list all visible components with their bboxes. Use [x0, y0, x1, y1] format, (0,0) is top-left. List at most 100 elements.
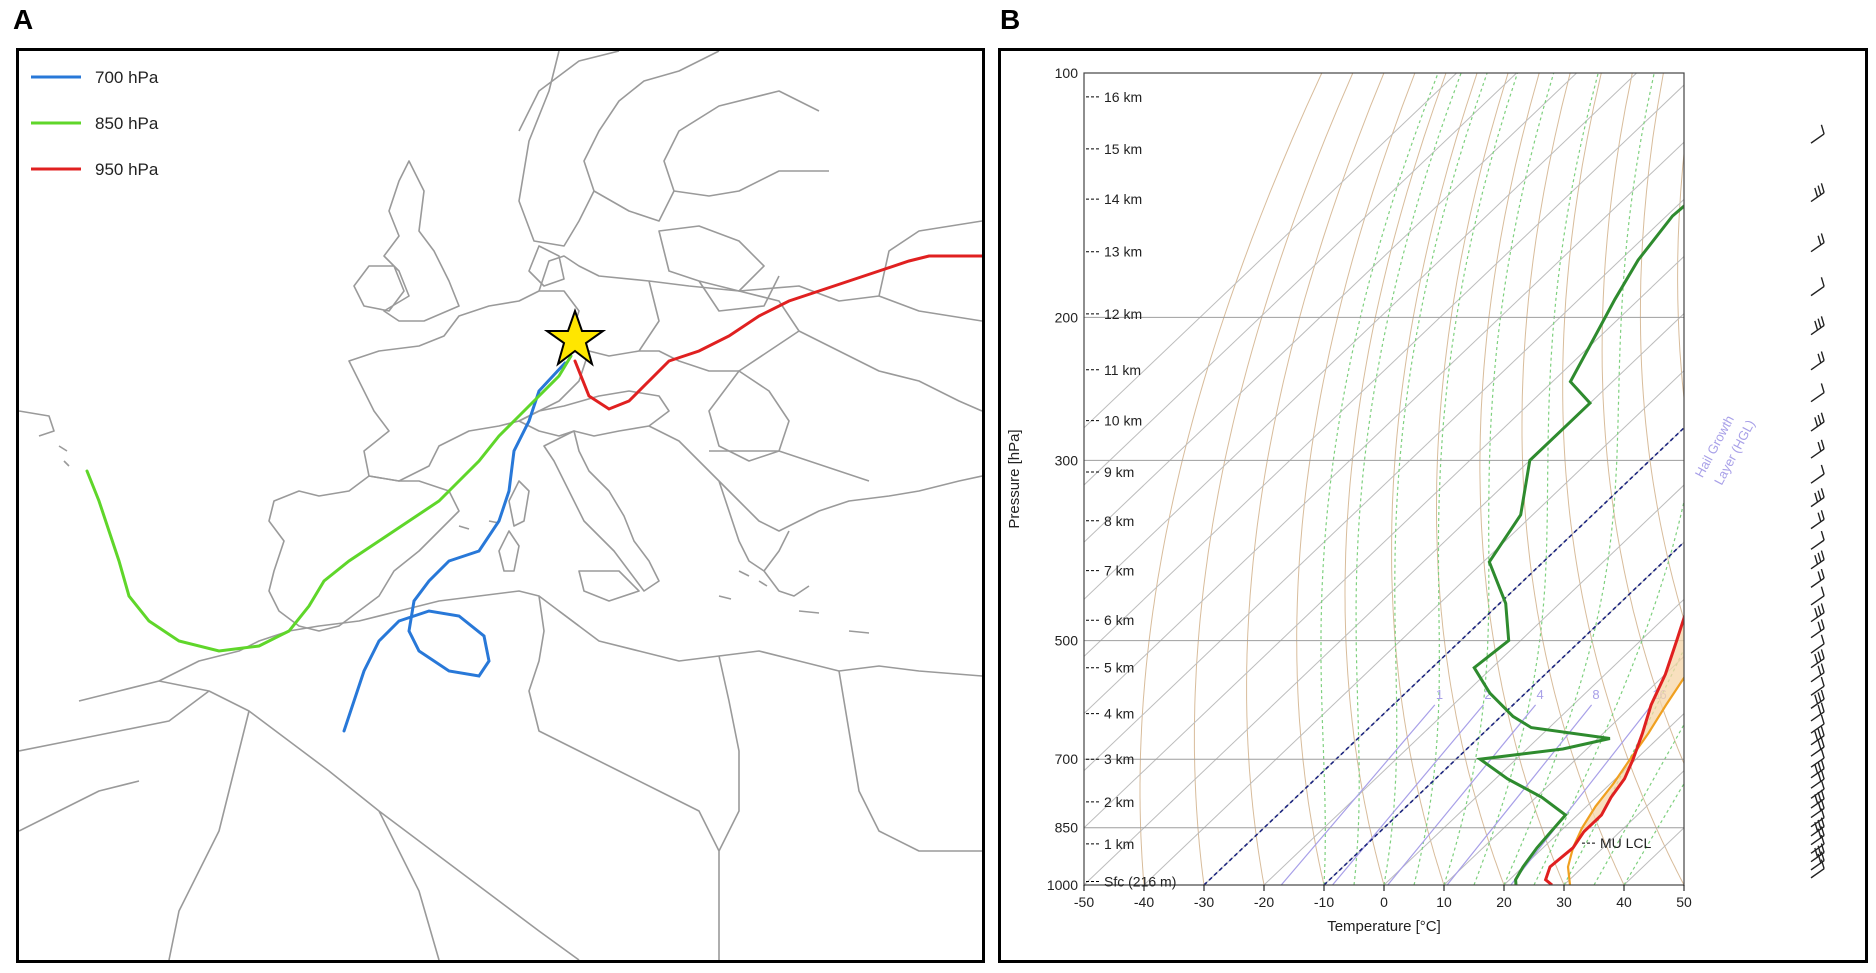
isotherm	[1084, 73, 1517, 486]
dry-adiabat	[1677, 148, 1684, 403]
hgl-isotherm	[1323, 541, 1684, 885]
parcel-line	[1566, 675, 1684, 885]
trajectory-legend: 700 hPa 850 hPa 950 hPa	[31, 68, 159, 179]
wind-barb	[1810, 412, 1825, 432]
isotherm	[1503, 712, 1684, 885]
wind-barb	[1810, 779, 1825, 799]
moist-adiabat	[1473, 73, 1599, 885]
wind-barb	[1810, 748, 1825, 768]
wind-barb	[1810, 689, 1825, 709]
pressure-tick-label: 200	[1055, 309, 1079, 325]
mixing-ratio-label: 1	[1436, 687, 1443, 702]
x-tick-label: 0	[1380, 894, 1388, 910]
x-tick-label: 30	[1556, 894, 1572, 910]
x-tick-label: -40	[1134, 894, 1154, 910]
wind-barb	[1810, 351, 1825, 371]
wind-barbs	[1810, 124, 1825, 879]
wind-barb	[1810, 649, 1825, 669]
wind-barb	[1810, 634, 1825, 654]
dry-adiabat	[1749, 73, 1865, 902]
wind-barb	[1810, 464, 1825, 484]
wind-barb	[1810, 714, 1825, 734]
height-label: 9 km	[1104, 464, 1134, 480]
x-axis-label: Temperature [°C]	[1327, 918, 1441, 935]
wind-barb	[1810, 726, 1825, 746]
wind-barb	[1810, 737, 1825, 757]
height-label: 15 km	[1104, 141, 1142, 157]
height-label: 13 km	[1104, 244, 1142, 260]
country-borders	[19, 51, 982, 960]
skew-t-panel: 124816 -50-40-30-20-1001020304050Tempera…	[998, 48, 1868, 963]
isotherm	[1084, 198, 1684, 772]
height-label: 2 km	[1104, 794, 1134, 810]
height-label: 11 km	[1104, 362, 1141, 378]
wind-barb	[1810, 619, 1825, 639]
dry-adiabat	[1139, 73, 1323, 885]
dry-adiabat	[1849, 73, 1865, 902]
moist-adiabat	[1593, 723, 1684, 885]
x-tick-label: 20	[1496, 894, 1512, 910]
height-label: 12 km	[1104, 306, 1142, 322]
pressure-tick-label: 850	[1055, 820, 1079, 836]
wind-barb	[1810, 510, 1825, 530]
mixing-ratio-line	[1280, 704, 1436, 885]
panel-a-letter: A	[13, 4, 34, 35]
trajectory-map: 700 hPa 850 hPa 950 hPa	[19, 51, 982, 960]
wind-barb	[1810, 277, 1825, 297]
pressure-tick-label: 300	[1055, 452, 1079, 468]
dry-adiabat	[1344, 73, 1447, 885]
wind-barb	[1810, 439, 1825, 459]
height-label: Sfc (216 m)	[1104, 873, 1176, 889]
legend-label-2: 950 hPa	[95, 160, 159, 179]
dry-adiabat	[1479, 73, 1565, 885]
wind-barb	[1810, 663, 1825, 683]
wind-barb	[1810, 550, 1825, 570]
isotherm	[1084, 73, 1457, 429]
mixing-ratio-line	[1332, 704, 1484, 885]
height-label: 4 km	[1104, 706, 1134, 722]
height-label: 14 km	[1104, 191, 1142, 207]
x-tick-label: 40	[1616, 894, 1632, 910]
wind-barb	[1810, 851, 1825, 871]
dry-adiabat	[1391, 73, 1478, 885]
wind-barb	[1810, 586, 1825, 606]
pressure-tick-label: 500	[1055, 633, 1079, 649]
legend-label-1: 850 hPa	[95, 114, 159, 133]
mixing-ratio-label: 2	[1484, 687, 1491, 702]
wind-barb	[1810, 603, 1825, 623]
x-tick-label: 50	[1676, 894, 1692, 910]
isotherm	[1323, 541, 1684, 885]
y-axis-label: Pressure [hPa]	[1006, 429, 1023, 528]
trajectory-850hpa-line	[85, 354, 573, 653]
dry-adiabat	[1639, 73, 1684, 622]
mixing-ratio-label: 8	[1592, 687, 1599, 702]
x-tick-label: -30	[1194, 894, 1214, 910]
wind-barb	[1810, 488, 1825, 508]
x-tick-label: -50	[1074, 894, 1094, 910]
mixing-ratio-line	[1510, 704, 1653, 885]
height-label: 5 km	[1104, 660, 1134, 676]
wind-barb	[1810, 124, 1825, 144]
isotherm	[1263, 484, 1684, 885]
origin-star-marker	[543, 307, 607, 367]
wind-barb	[1810, 183, 1825, 203]
isotherm	[1084, 255, 1684, 829]
wind-barb	[1810, 316, 1825, 336]
isotherm	[1084, 73, 1637, 600]
isotherm	[1084, 141, 1684, 715]
isotherm	[1443, 655, 1684, 885]
x-tick-label: 10	[1436, 894, 1452, 910]
isotherm	[1143, 370, 1684, 885]
height-label: 6 km	[1104, 612, 1134, 628]
dewpoint-line	[1472, 204, 1684, 885]
isotherm	[1623, 827, 1684, 885]
wind-barb	[1810, 702, 1825, 722]
hgl-isotherm	[1203, 426, 1684, 885]
legend-label-0: 700 hPa	[95, 68, 159, 87]
trajectory-950hpa-line	[573, 254, 982, 411]
dry-adiabat	[1714, 73, 1865, 902]
moist-adiabat	[1413, 73, 1519, 885]
dry-adiabat	[1296, 73, 1416, 885]
trajectory-map-panel: 700 hPa 850 hPa 950 hPa	[16, 48, 985, 963]
height-label: 8 km	[1104, 513, 1134, 529]
